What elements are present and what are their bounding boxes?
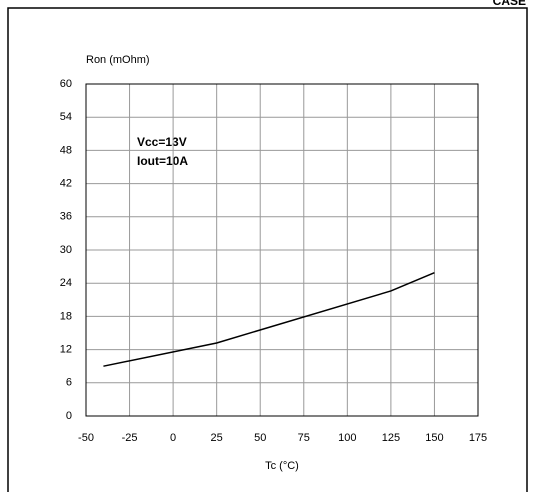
line <box>103 271 435 367</box>
x-tick-label: -25 <box>122 432 138 444</box>
y-tick-label: 60 <box>60 78 72 90</box>
header: CASE <box>493 0 526 8</box>
frame <box>7 7 528 492</box>
plot-border <box>85 83 479 417</box>
x-axis-label: Tc (°C) <box>265 460 299 472</box>
y-tick-label: 36 <box>60 211 72 223</box>
y-tick-label: 42 <box>60 178 72 190</box>
y-tick-label: 24 <box>60 277 72 289</box>
y-tick-label: 0 <box>66 410 72 422</box>
x-tick-label: 150 <box>425 432 443 444</box>
x-tick-label: 50 <box>254 432 266 444</box>
x-tick-label: 125 <box>382 432 400 444</box>
y-tick-label: 12 <box>60 344 72 356</box>
annotation: Iout=10A <box>137 154 188 168</box>
x-tick-label: -50 <box>78 432 94 444</box>
x-tick-label: 0 <box>170 432 176 444</box>
annotation: Vcc=13V <box>137 135 187 149</box>
x-tick-label: 100 <box>338 432 356 444</box>
y-axis-label: Ron (mOhm) <box>86 54 150 66</box>
y-tick-label: 6 <box>66 377 72 389</box>
y-tick-label: 48 <box>60 144 72 156</box>
x-tick-label: 175 <box>469 432 487 444</box>
x-tick-label: 25 <box>211 432 223 444</box>
y-tick-label: 54 <box>60 111 72 123</box>
y-tick-label: 18 <box>60 310 72 322</box>
y-tick-label: 30 <box>60 244 72 256</box>
x-tick-label: 75 <box>298 432 310 444</box>
